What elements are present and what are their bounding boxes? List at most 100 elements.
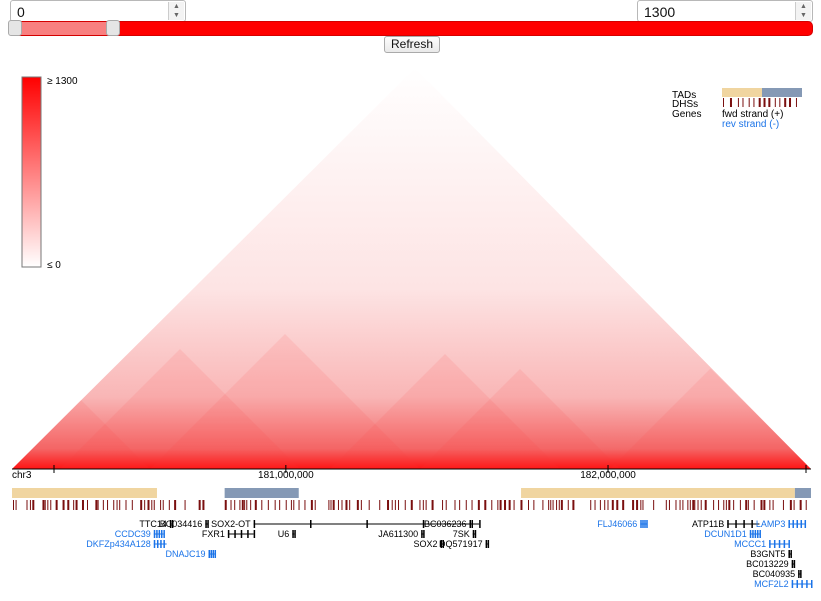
heatmap-domain [12, 400, 150, 469]
min-value-input[interactable] [11, 1, 185, 21]
dhs-mark [763, 500, 766, 510]
dhs-mark [140, 500, 143, 510]
gene: LAMP3 [756, 519, 807, 529]
dhs-mark [728, 500, 731, 510]
gene-exon [210, 550, 213, 558]
gene: ATP11B [692, 519, 760, 529]
dhs-mark [330, 500, 332, 510]
legend-dhs-swatch [723, 98, 797, 107]
dhs-mark [224, 500, 227, 510]
dhs-mark [640, 500, 642, 510]
gene-exon [788, 520, 790, 528]
dhs-mark [675, 500, 677, 510]
gene-exon [440, 540, 442, 548]
increment-icon[interactable]: ▲ [800, 3, 807, 10]
legend-dhs-mark [748, 98, 750, 107]
gene-exon [247, 530, 249, 538]
max-value-spinner[interactable]: ▲ ▼ [637, 0, 813, 22]
gene-exon [751, 520, 753, 528]
gene: BC013229 [746, 559, 796, 569]
dhs-mark [425, 500, 427, 510]
decrement-icon[interactable]: ▼ [173, 12, 180, 19]
chromosome-label: chr3 [12, 470, 32, 481]
legend-dhs-mark [779, 98, 781, 107]
dhs-mark [632, 500, 635, 510]
increment-icon[interactable]: ▲ [173, 3, 180, 10]
gene-label: B3GNT5 [750, 549, 785, 559]
gene: FXR1 [202, 529, 256, 539]
dhs-mark [368, 500, 370, 510]
gene-exon [791, 560, 794, 568]
axis-tick-label: 182,000,000 [580, 470, 636, 481]
dhs-mark [508, 500, 511, 510]
heatmap-domain [60, 349, 300, 469]
gene-label: MCF2L2 [754, 579, 789, 589]
dhs-mark [611, 500, 614, 510]
dhs-mark [459, 500, 461, 510]
decrement-icon[interactable]: ▼ [800, 12, 807, 19]
dhs-mark [119, 500, 121, 510]
slider-track[interactable] [8, 21, 813, 36]
dhs-mark [419, 500, 421, 510]
gene-exon [644, 520, 646, 528]
heatmap-domain [150, 334, 420, 469]
dhs-mark [552, 500, 554, 510]
dhs-mark [261, 500, 263, 510]
gene-exon [163, 540, 165, 548]
gene: JA611300 [378, 529, 425, 539]
dhs-mark [44, 500, 46, 510]
gene-exon [804, 520, 807, 528]
dhs-mark [697, 500, 699, 510]
color-scale-max-label: ≥ 1300 [47, 76, 78, 87]
axis-tick-label: 181,000,000 [258, 470, 314, 481]
slider-low-handle[interactable] [105, 20, 120, 36]
dhs-mark [15, 500, 17, 510]
dhs-mark [682, 500, 684, 510]
dhs-track [13, 500, 807, 510]
dhs-mark [230, 500, 232, 510]
max-value-input[interactable] [638, 1, 812, 21]
slider-min-handle[interactable] [8, 20, 22, 36]
gene-exon [469, 520, 471, 528]
dhs-mark [665, 500, 667, 510]
dhs-mark [67, 500, 70, 510]
dhs-mark [653, 500, 655, 510]
tad-bar [12, 488, 157, 498]
gene-exon [757, 530, 759, 538]
track-legend: TADs DHSs Genes fwd strand (+) rev stran… [672, 88, 802, 130]
gene-exon [472, 530, 475, 538]
min-value-stepper[interactable]: ▲ ▼ [168, 2, 184, 20]
gene: DCUN1D1 [704, 529, 761, 539]
gene-exon [640, 520, 642, 528]
dhs-mark [398, 500, 400, 510]
max-value-stepper[interactable]: ▲ ▼ [795, 2, 811, 20]
dhs-mark [391, 500, 393, 510]
dhs-mark [558, 500, 560, 510]
min-value-spinner[interactable]: ▲ ▼ [10, 0, 186, 22]
gene-exon [790, 550, 792, 558]
dhs-mark [29, 500, 31, 510]
gene: DQ571917 [439, 539, 490, 549]
dhs-mark [349, 500, 351, 510]
dhs-mark [267, 500, 269, 510]
tad-bar [521, 488, 795, 498]
legend-dhs-mark [763, 98, 766, 107]
heatmap-domain [420, 369, 620, 469]
gene-exon [487, 540, 490, 548]
dhs-mark [607, 500, 609, 510]
tad-bar [794, 488, 811, 498]
dhs-mark [590, 500, 592, 510]
dhs-mark [153, 500, 155, 510]
dhs-mark [442, 500, 444, 510]
range-slider[interactable] [8, 20, 813, 36]
gene-exon [479, 520, 481, 528]
dhs-mark [97, 500, 99, 510]
dhs-mark [404, 500, 406, 510]
refresh-button[interactable]: Refresh [384, 36, 440, 53]
dhs-mark [636, 500, 639, 510]
gene-label: FXR1 [202, 529, 225, 539]
legend-dhs-mark [729, 98, 732, 107]
gene-exon [796, 520, 799, 528]
dhs-mark [410, 500, 413, 510]
gene-exon [806, 580, 808, 588]
